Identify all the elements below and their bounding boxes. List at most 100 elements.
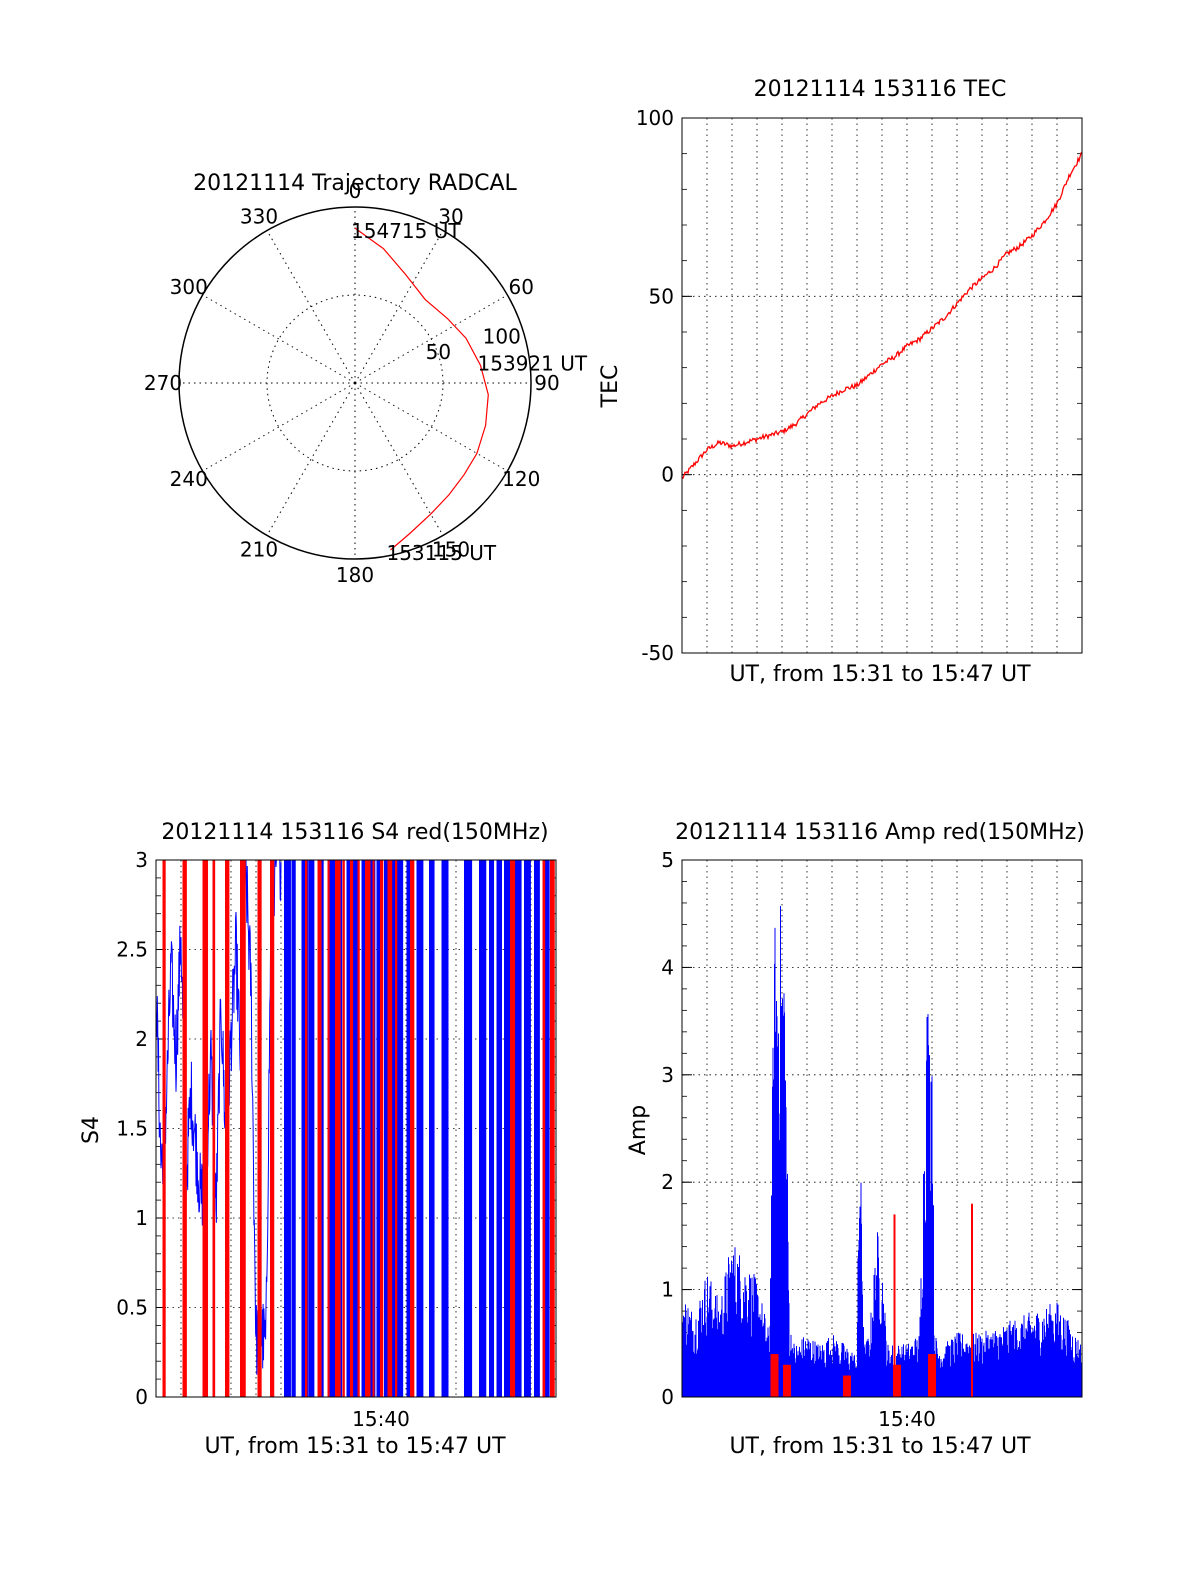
amp-red-spike bbox=[783, 1364, 791, 1397]
trajectory-annotations: 153115 UT 153921 UT 154715 UT bbox=[351, 219, 588, 565]
y-tick-label: -50 bbox=[641, 641, 674, 665]
polar-spoke bbox=[266, 382, 356, 536]
s4-blue-spike bbox=[464, 860, 473, 1397]
s4-red-spike bbox=[335, 860, 341, 1397]
s4-red-spike bbox=[542, 860, 546, 1397]
polar-azimuth-label: 90 bbox=[534, 371, 559, 395]
amp-red-spike bbox=[928, 1354, 936, 1397]
amp-y-ticks: 0 1 2 3 4 5 bbox=[661, 848, 674, 1409]
amp-xlabel: UT, from 15:31 to 15:47 UT bbox=[729, 1434, 1031, 1459]
y-tick-label: 3 bbox=[661, 1063, 674, 1087]
y-tick-label: 0 bbox=[661, 1385, 674, 1409]
s4-blue-spike bbox=[376, 860, 382, 1397]
s4-red-spike bbox=[372, 860, 375, 1397]
s4-blue-spike bbox=[534, 860, 540, 1397]
s4-red-spike bbox=[342, 860, 345, 1397]
s4-red-spike bbox=[182, 860, 187, 1397]
s4-frame bbox=[155, 859, 557, 1398]
s4-blue-spike bbox=[479, 860, 487, 1397]
s4-blue-spike bbox=[429, 860, 435, 1397]
polar-azimuth-label: 330 bbox=[240, 205, 278, 229]
y-tick-label: 1 bbox=[135, 1206, 148, 1230]
tec-title: 20121114 153116 TEC bbox=[754, 77, 1007, 102]
polar-azimuth-label: 180 bbox=[336, 563, 374, 587]
trajectory-panel: 20121114 Trajectory RADCAL 0 30 60 90 120 150… bbox=[144, 171, 588, 587]
polar-azimuth-label: 300 bbox=[170, 275, 208, 299]
polar-azimuth-label: 30 bbox=[438, 205, 463, 229]
tec-xlabel: UT, from 15:31 to 15:47 UT bbox=[729, 662, 1031, 687]
s4-blue-spike bbox=[399, 860, 404, 1397]
s4-blue-spike bbox=[284, 860, 291, 1397]
s4-red-spike bbox=[162, 860, 166, 1397]
polar-azimuth-label: 210 bbox=[240, 537, 278, 561]
s4-red-spike bbox=[317, 860, 322, 1397]
polar-azimuth-labels: 0 30 60 90 120 150 180 210 240 270 300 330 bbox=[144, 179, 560, 587]
x-tick-label: 15:40 bbox=[352, 1407, 410, 1431]
s4-xlabel: UT, from 15:31 to 15:47 UT bbox=[204, 1434, 506, 1459]
y-tick-label: 0 bbox=[135, 1385, 148, 1409]
polar-spoke bbox=[202, 382, 356, 472]
y-tick-label: 2 bbox=[135, 1027, 148, 1051]
y-tick-label: 2 bbox=[661, 1170, 674, 1194]
s4-red-spike bbox=[365, 860, 371, 1397]
amp-title: 20121114 153116 Amp red(150MHz) bbox=[675, 820, 1085, 845]
trajectory-time-label: 153921 UT bbox=[478, 352, 588, 376]
s4-blue-spike bbox=[309, 860, 315, 1397]
polar-spoke bbox=[266, 230, 356, 384]
amp-red-spike bbox=[893, 1364, 901, 1397]
polar-spoke bbox=[354, 382, 508, 472]
polar-azimuth-label: 0 bbox=[349, 179, 362, 203]
polar-azimuth-label: 240 bbox=[170, 467, 208, 491]
tec-frame bbox=[681, 117, 1083, 654]
s4-red-spike bbox=[350, 860, 354, 1397]
y-tick-label: 1 bbox=[661, 1278, 674, 1302]
s4-ylabel: S4 bbox=[79, 1116, 104, 1144]
s4-y-ticks: 0 0.5 1 1.5 2 2.5 3 bbox=[116, 848, 148, 1409]
s4-red-spike bbox=[410, 860, 415, 1397]
s4-blue-spike bbox=[514, 860, 522, 1397]
s4-red-spike bbox=[357, 860, 360, 1397]
s4-series bbox=[155, 859, 555, 1397]
polar-spoke bbox=[354, 294, 508, 384]
polar-grid bbox=[178, 206, 532, 560]
s4-blue-spike bbox=[384, 860, 391, 1397]
polar-radial-labels: 50 100 bbox=[426, 324, 521, 364]
s4-blue-spike bbox=[524, 860, 531, 1397]
trajectory-title: 20121114 Trajectory RADCAL bbox=[193, 171, 517, 196]
tec-y-ticks: -50 0 50 100 bbox=[636, 106, 674, 665]
y-tick-label: 2.5 bbox=[116, 938, 148, 962]
x-tick-label: 15:40 bbox=[878, 1407, 936, 1431]
polar-spoke bbox=[354, 382, 444, 536]
polar-spoke bbox=[354, 230, 444, 384]
s4-red-spike bbox=[395, 860, 398, 1397]
s4-blue-spike bbox=[496, 860, 503, 1397]
amp-red-spike bbox=[770, 1354, 779, 1397]
y-tick-label: 50 bbox=[649, 284, 674, 308]
s4-red-spike bbox=[510, 860, 516, 1397]
y-tick-label: 0 bbox=[661, 463, 674, 487]
s4-blue-spike bbox=[544, 860, 550, 1397]
s4-red-spike bbox=[550, 860, 555, 1397]
polar-azimuth-label: 60 bbox=[509, 275, 534, 299]
s4-blue-trace bbox=[155, 859, 282, 1375]
polar-azimuth-label: 150 bbox=[432, 537, 470, 561]
polar-spoke bbox=[202, 294, 356, 384]
polar-azimuth-label: 120 bbox=[502, 467, 540, 491]
y-tick-label: 3 bbox=[135, 848, 148, 872]
amp-red-spike bbox=[893, 1214, 896, 1397]
trajectory-track bbox=[354, 227, 489, 551]
amp-red-spike bbox=[843, 1375, 851, 1397]
s4-blue-spike bbox=[406, 860, 412, 1397]
s4-blue-spike bbox=[329, 860, 338, 1397]
s4-red-spike bbox=[257, 860, 262, 1397]
s4-red-spike bbox=[212, 860, 216, 1397]
s4-red-spike bbox=[270, 860, 275, 1397]
amp-x-ticks: 15:40 bbox=[878, 1407, 936, 1431]
s4-blue-spike bbox=[416, 860, 424, 1397]
s4-blue-spike bbox=[504, 860, 512, 1397]
amp-frame bbox=[681, 859, 1083, 1398]
y-tick-label: 5 bbox=[661, 848, 674, 872]
s4-red-spike bbox=[202, 860, 209, 1397]
tec-panel: 20121114 153116 TEC -50 0 50 100 UT, from 1… bbox=[598, 77, 1083, 687]
